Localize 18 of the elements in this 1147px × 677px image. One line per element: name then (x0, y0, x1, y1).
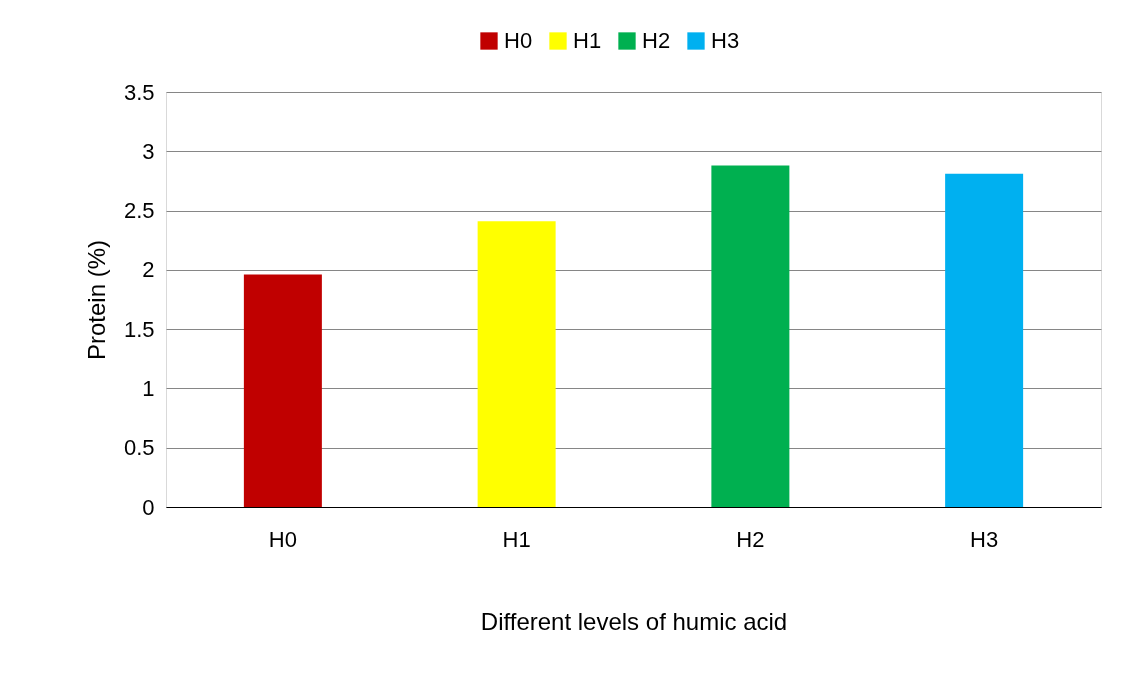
y-tick-label: 2.5 (123, 198, 155, 224)
x-tick-label: H0 (268, 526, 297, 552)
legend-label: H3 (711, 28, 740, 53)
y-tick-label: 1 (142, 375, 155, 401)
x-axis-title: Different levels of humic acid (480, 607, 788, 635)
y-tick-label: 1.5 (123, 316, 155, 342)
legend-label: H0 (504, 28, 533, 53)
x-tick-label: H1 (502, 526, 531, 552)
y-tick-label: 3.5 (123, 79, 155, 105)
y-tick-label: 0 (142, 494, 155, 520)
x-tick-label: H3 (970, 526, 999, 552)
y-tick-label: 3 (142, 138, 155, 164)
y-tick-label: 2 (142, 257, 155, 283)
y-axis-title: Protein (%) (82, 239, 110, 361)
x-tick-label: H2 (736, 526, 765, 552)
legend-label: H2 (642, 28, 671, 53)
legend-label: H1 (573, 28, 602, 53)
y-tick-label: 0.5 (123, 435, 155, 461)
